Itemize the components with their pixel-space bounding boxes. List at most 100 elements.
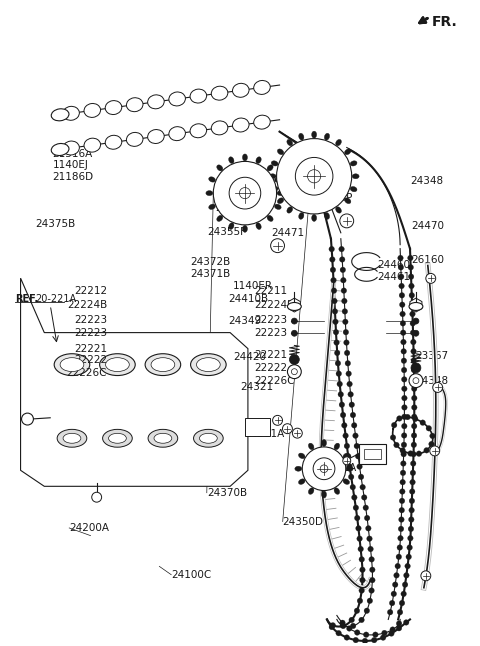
Circle shape	[411, 395, 417, 401]
Circle shape	[398, 265, 404, 270]
Ellipse shape	[200, 433, 217, 443]
Circle shape	[401, 433, 407, 438]
Ellipse shape	[269, 174, 276, 179]
Text: 24100C: 24100C	[171, 570, 212, 579]
Circle shape	[353, 433, 358, 439]
Ellipse shape	[100, 354, 135, 375]
Circle shape	[344, 635, 349, 640]
Circle shape	[343, 433, 348, 439]
Ellipse shape	[84, 103, 101, 118]
Ellipse shape	[309, 443, 314, 450]
Ellipse shape	[299, 453, 305, 459]
Circle shape	[409, 373, 423, 388]
Circle shape	[351, 422, 357, 428]
Circle shape	[426, 273, 436, 284]
Circle shape	[399, 489, 405, 494]
Ellipse shape	[151, 358, 175, 371]
Ellipse shape	[211, 86, 228, 100]
Circle shape	[367, 598, 372, 603]
Circle shape	[382, 630, 387, 636]
Ellipse shape	[232, 83, 249, 98]
Circle shape	[363, 505, 369, 510]
Circle shape	[359, 617, 364, 623]
Circle shape	[398, 526, 404, 532]
Ellipse shape	[295, 466, 302, 471]
Circle shape	[329, 246, 335, 252]
Circle shape	[400, 311, 405, 317]
Circle shape	[411, 404, 417, 410]
Circle shape	[340, 214, 354, 228]
Circle shape	[401, 452, 407, 457]
Circle shape	[402, 582, 408, 587]
Circle shape	[338, 391, 344, 397]
Text: 22226C: 22226C	[67, 368, 107, 378]
Ellipse shape	[345, 149, 351, 154]
Circle shape	[402, 423, 407, 429]
Text: 21186D: 21186D	[53, 172, 94, 182]
Text: 22221: 22221	[254, 350, 288, 360]
Circle shape	[292, 428, 302, 438]
Text: 23367: 23367	[416, 351, 449, 361]
Circle shape	[360, 484, 365, 490]
Circle shape	[342, 309, 348, 314]
Circle shape	[350, 623, 356, 629]
Text: 21516A: 21516A	[53, 149, 93, 159]
Circle shape	[364, 608, 370, 614]
Circle shape	[356, 526, 361, 531]
Ellipse shape	[54, 354, 90, 375]
Circle shape	[400, 479, 406, 485]
Circle shape	[344, 340, 349, 346]
Circle shape	[408, 526, 414, 532]
Text: 26174P: 26174P	[313, 193, 353, 203]
Circle shape	[229, 177, 261, 209]
Circle shape	[331, 288, 337, 293]
Circle shape	[399, 293, 405, 298]
Circle shape	[399, 517, 404, 523]
Ellipse shape	[228, 157, 234, 163]
Text: 24200A: 24200A	[69, 523, 109, 533]
Ellipse shape	[271, 161, 278, 166]
Circle shape	[362, 638, 368, 643]
Ellipse shape	[169, 127, 185, 141]
Circle shape	[398, 536, 403, 541]
Circle shape	[343, 329, 348, 335]
Circle shape	[348, 474, 354, 480]
Circle shape	[364, 516, 370, 521]
Circle shape	[355, 453, 361, 459]
Ellipse shape	[209, 204, 216, 209]
Circle shape	[411, 452, 416, 457]
Circle shape	[408, 517, 414, 523]
Text: 24375B: 24375B	[35, 219, 75, 229]
Circle shape	[409, 498, 415, 504]
Circle shape	[353, 638, 359, 643]
Circle shape	[393, 582, 398, 587]
Circle shape	[330, 256, 335, 262]
Circle shape	[358, 474, 364, 480]
Bar	[359, 444, 386, 464]
Circle shape	[408, 283, 414, 289]
Circle shape	[400, 448, 406, 453]
Circle shape	[350, 412, 356, 418]
Circle shape	[333, 319, 338, 324]
Circle shape	[360, 567, 365, 572]
Ellipse shape	[232, 118, 249, 132]
Circle shape	[334, 340, 339, 346]
Circle shape	[402, 386, 407, 391]
Text: 22221: 22221	[74, 344, 107, 353]
Ellipse shape	[145, 354, 180, 375]
Polygon shape	[21, 278, 248, 486]
Ellipse shape	[352, 174, 359, 179]
Text: 24361A: 24361A	[245, 430, 285, 439]
Circle shape	[335, 360, 341, 366]
Circle shape	[330, 267, 336, 273]
Text: 22223: 22223	[254, 315, 288, 326]
Circle shape	[397, 545, 403, 550]
Circle shape	[308, 170, 321, 183]
Circle shape	[391, 422, 397, 428]
Circle shape	[401, 368, 407, 373]
Circle shape	[346, 371, 351, 377]
Circle shape	[411, 377, 417, 382]
Text: 24349: 24349	[228, 316, 261, 326]
Circle shape	[408, 274, 414, 280]
Text: 22224B: 22224B	[254, 300, 295, 310]
